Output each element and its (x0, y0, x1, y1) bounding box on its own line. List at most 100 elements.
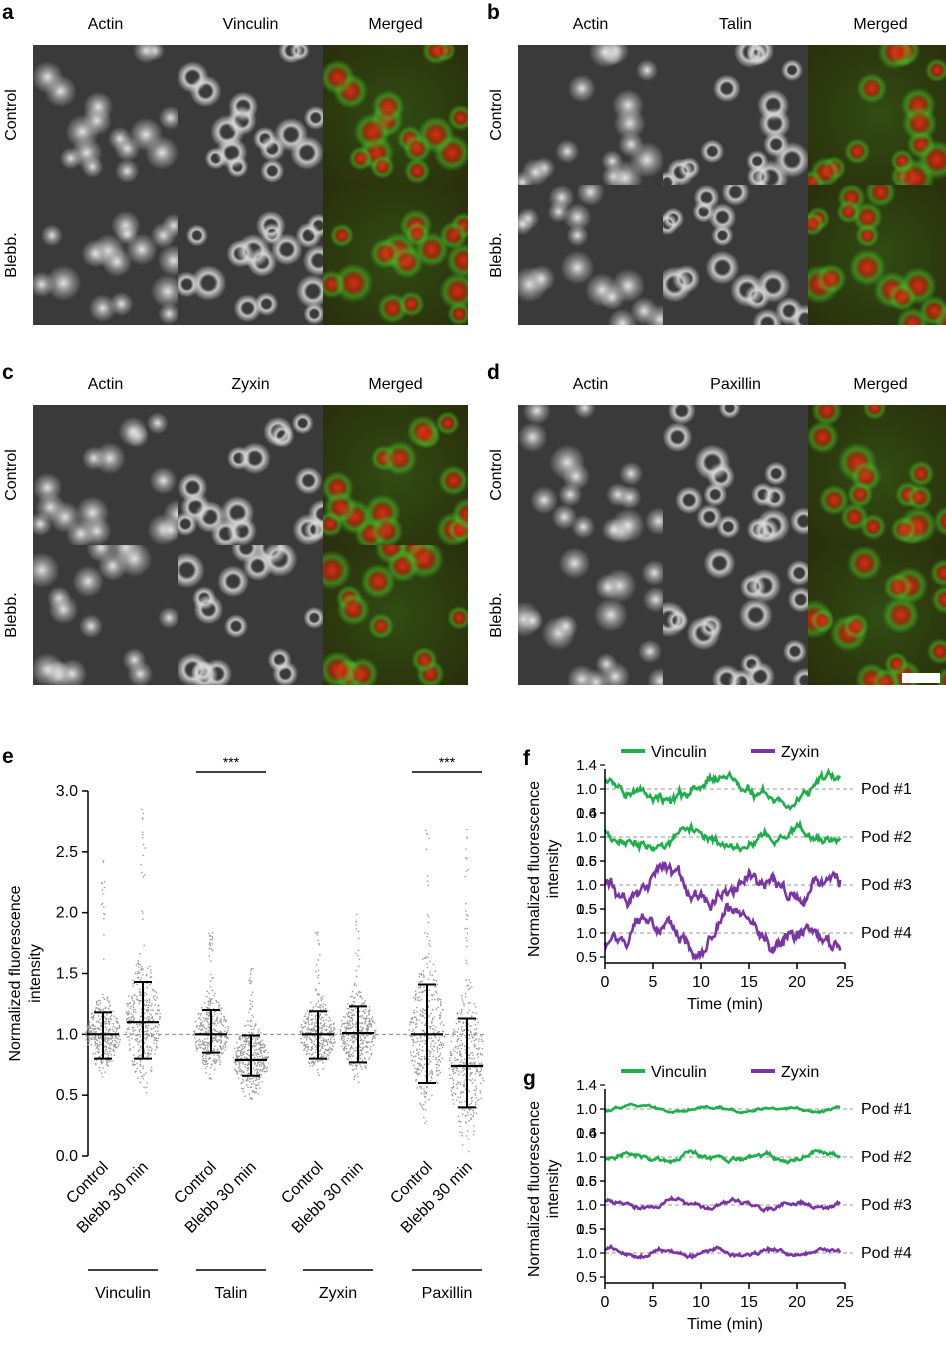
data-point (353, 1014, 356, 1016)
data-point (321, 1029, 323, 1032)
data-point (467, 1138, 470, 1140)
data-point (247, 1040, 249, 1042)
data-point (87, 1043, 89, 1046)
data-point (320, 1004, 323, 1007)
data-point (262, 1043, 264, 1045)
data-point (216, 1020, 218, 1022)
data-point (208, 1014, 210, 1017)
data-point (207, 1045, 210, 1047)
data-point (324, 1044, 326, 1047)
data-point (448, 1074, 451, 1076)
data-point (116, 1046, 118, 1049)
data-point (199, 1046, 201, 1049)
data-point (146, 1009, 148, 1012)
data-point (308, 1013, 310, 1016)
data-point (246, 1077, 249, 1080)
data-point (236, 1072, 238, 1075)
data-point (156, 1040, 159, 1042)
data-point (459, 1061, 462, 1063)
data-point (434, 1036, 437, 1038)
data-point (98, 1037, 100, 1040)
data-point (106, 997, 109, 1000)
x-tick-label: 20 (788, 974, 806, 991)
data-point (145, 1091, 148, 1094)
data-point (115, 1020, 117, 1022)
data-point (351, 1020, 353, 1022)
data-point (238, 1061, 240, 1064)
data-point (97, 1051, 100, 1053)
data-point (216, 1016, 219, 1019)
data-point (101, 902, 104, 905)
data-point (418, 975, 421, 978)
data-point (419, 985, 422, 988)
data-point (195, 1046, 198, 1049)
data-point (346, 1051, 348, 1053)
data-point (216, 1054, 218, 1056)
data-point (459, 1081, 462, 1084)
legend-label: Zyxin (781, 1065, 819, 1081)
data-point (157, 1005, 160, 1007)
data-point (260, 1049, 263, 1052)
data-point (245, 1052, 248, 1055)
data-point (103, 934, 105, 936)
data-point (314, 1015, 317, 1017)
data-point (357, 930, 360, 933)
data-point (155, 1039, 157, 1041)
data-point (459, 1120, 462, 1123)
data-point (117, 1037, 119, 1040)
data-point (344, 1040, 346, 1043)
y-tick-label: 0.5 (576, 1221, 597, 1238)
data-point (320, 1022, 322, 1024)
data-point (251, 1000, 254, 1003)
y-tick-label: 1.5 (576, 1221, 597, 1238)
data-point (367, 1025, 370, 1028)
data-point (212, 976, 214, 979)
data-point (306, 1010, 309, 1012)
data-point (431, 974, 434, 976)
data-point (146, 1036, 148, 1039)
data-point (424, 1101, 427, 1103)
data-point (369, 1023, 371, 1026)
data-point (427, 921, 430, 924)
data-point (415, 1041, 417, 1044)
data-point (115, 1037, 118, 1039)
data-point (439, 1041, 442, 1044)
data-point (352, 1064, 354, 1067)
data-point (215, 1035, 218, 1038)
data-point (368, 1022, 371, 1024)
data-point (155, 991, 158, 994)
data-point (220, 1020, 223, 1022)
data-point (470, 1025, 472, 1027)
data-point (156, 1047, 158, 1049)
data-point (98, 1070, 101, 1072)
data-point (94, 1025, 96, 1028)
data-point (153, 998, 156, 1000)
data-point (92, 1053, 94, 1055)
data-point (223, 1018, 226, 1020)
data-point (350, 1011, 352, 1014)
data-point (367, 1027, 370, 1029)
data-point (210, 1078, 213, 1080)
data-point (105, 1059, 108, 1061)
data-point (342, 1015, 345, 1018)
data-point (418, 1044, 421, 1046)
data-point (459, 1096, 462, 1099)
data-point (256, 1064, 258, 1067)
data-point (135, 964, 138, 966)
data-point (133, 1018, 135, 1021)
data-point (421, 1107, 423, 1109)
data-point (462, 1022, 465, 1025)
data-point (150, 1009, 152, 1011)
data-point (322, 1037, 324, 1040)
data-point (220, 1051, 222, 1054)
data-point (472, 1133, 475, 1136)
data-point (355, 969, 358, 972)
data-point (192, 1034, 194, 1036)
micrograph-c-1-1 (178, 545, 323, 685)
data-point (428, 1058, 430, 1060)
data-point (364, 1011, 366, 1013)
data-point (315, 964, 318, 966)
data-point (114, 1046, 117, 1049)
data-point (355, 1047, 357, 1049)
data-point (480, 1062, 483, 1064)
